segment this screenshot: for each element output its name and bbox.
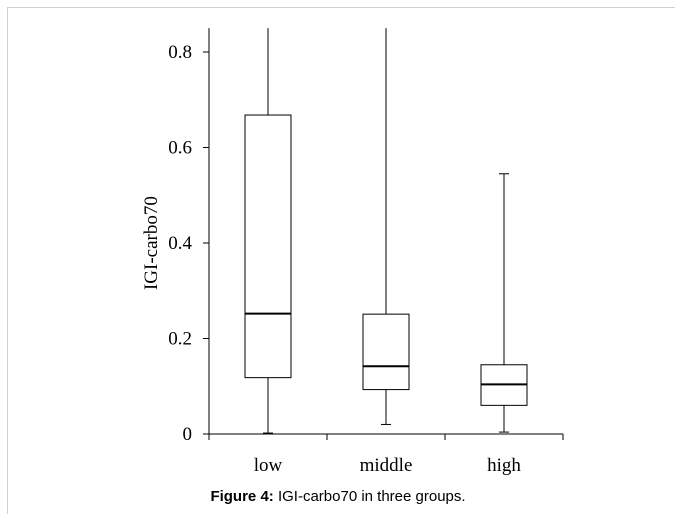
boxes [244, 28, 528, 434]
y-axis-title: IGI-carbo70 [141, 196, 162, 290]
x-tick-label: low [254, 455, 283, 476]
labels: 0 0.2 0.4 0.6 0.8 low middle high IGI-carbo70 [141, 42, 521, 476]
box-low [244, 28, 292, 434]
figure-caption-label: Figure 4: [210, 488, 274, 505]
boxplot-chart: 0 0.2 0.4 0.6 0.8 low middle high IGI-carbo70 [141, 28, 564, 476]
box-middle [362, 28, 410, 425]
y-tick-label: 0.6 [168, 138, 192, 159]
y-tick-label: 0.4 [168, 233, 192, 254]
y-tick-label: 0.2 [168, 329, 192, 350]
box-iqr [362, 313, 410, 391]
figure-frame [7, 7, 675, 514]
box-high [480, 173, 528, 433]
y-tick-label: 0 [183, 424, 193, 445]
box-iqr [244, 114, 292, 379]
axes [203, 28, 564, 440]
x-tick-label: high [487, 455, 521, 476]
x-tick-label: middle [360, 455, 413, 476]
figure-caption: Figure 4: IGI-carbo70 in three groups. [0, 488, 676, 505]
figure-caption-text: IGI-carbo70 in three groups. [277, 488, 466, 505]
y-tick-label: 0.8 [168, 42, 192, 63]
